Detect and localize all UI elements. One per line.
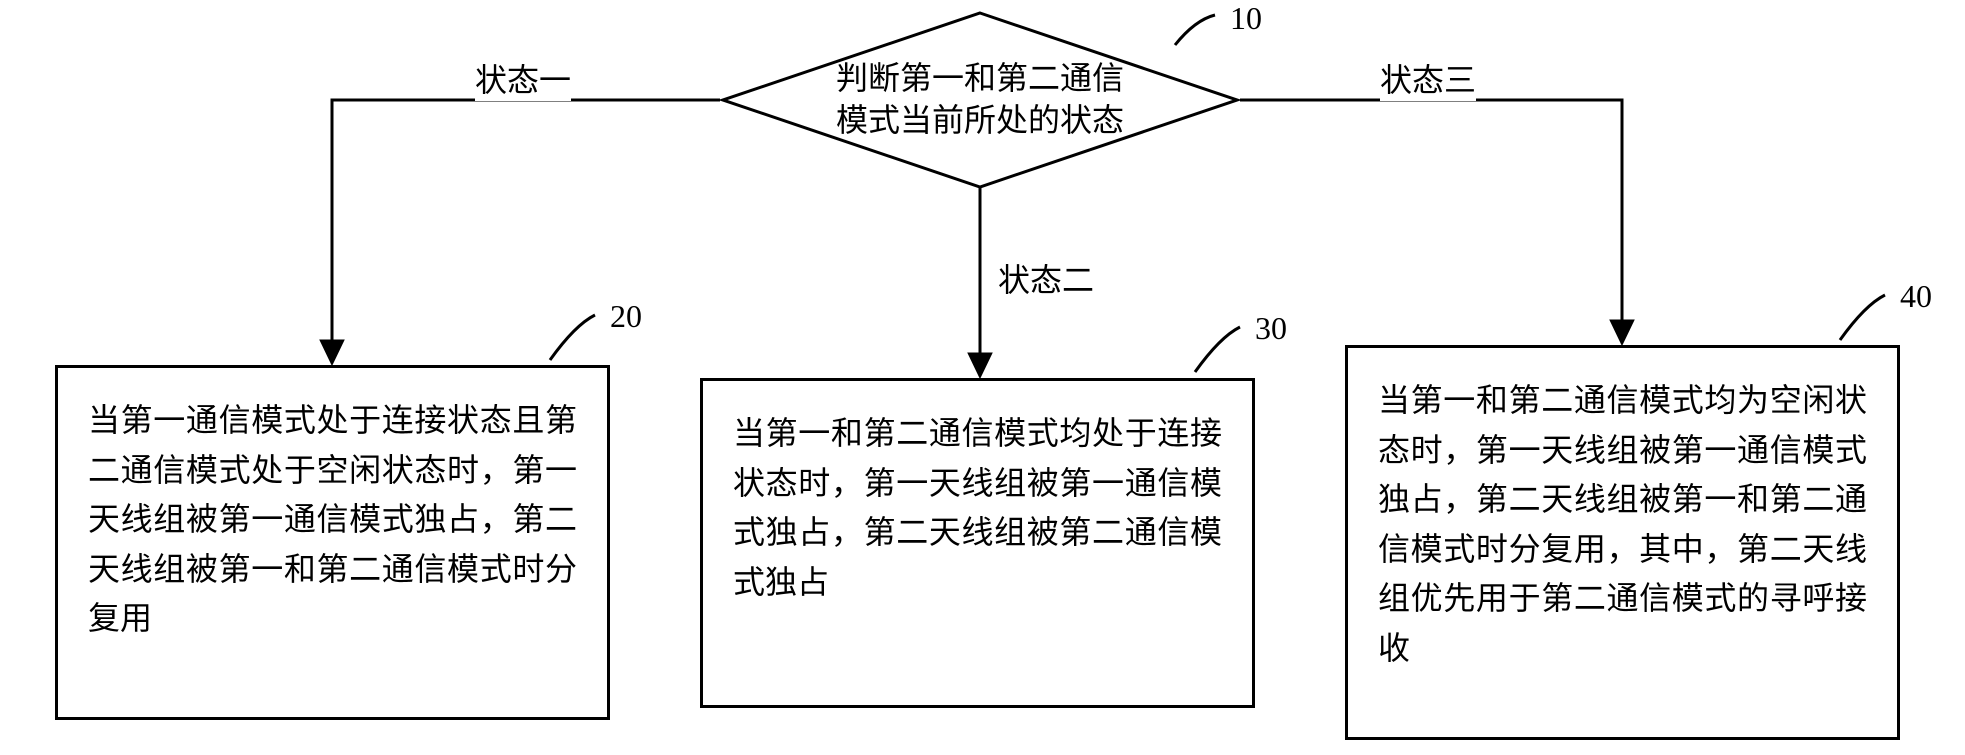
decision-node: 判断第一和第二通信模式当前所处的状态 xyxy=(720,10,1240,190)
process-box-40: 当第一和第二通信模式均为空闲状态时，第一天线组被第一通信模式独占，第二天线组被第… xyxy=(1345,345,1900,740)
ref-tick-40 xyxy=(1835,290,1895,345)
ref-tick-30 xyxy=(1190,322,1250,377)
ref-label-40: 40 xyxy=(1900,278,1932,315)
ref-label-30: 30 xyxy=(1255,310,1287,347)
box-text: 当第一和第二通信模式均为空闲状态时，第一天线组被第一通信模式独占，第二天线组被第… xyxy=(1378,376,1867,674)
ref-label-20: 20 xyxy=(610,298,642,335)
edge-label-right: 状态三 xyxy=(1380,55,1476,101)
process-box-30: 当第一和第二通信模式均处于连接状态时，第一天线组被第一通信模式独占，第二天线组被… xyxy=(700,378,1255,708)
ref-tick-10 xyxy=(1165,10,1225,60)
decision-text: 判断第一和第二通信模式当前所处的状态 xyxy=(720,10,1240,190)
edge-label-middle: 状态二 xyxy=(998,255,1094,301)
box-text: 当第一通信模式处于连接状态且第二通信模式处于空闲状态时，第一天线组被第一通信模式… xyxy=(88,396,577,644)
process-box-20: 当第一通信模式处于连接状态且第二通信模式处于空闲状态时，第一天线组被第一通信模式… xyxy=(55,365,610,720)
ref-label-10: 10 xyxy=(1230,0,1262,37)
ref-tick-20 xyxy=(545,310,605,365)
edge-label-left: 状态一 xyxy=(475,55,571,101)
box-text: 当第一和第二通信模式均处于连接状态时，第一天线组被第一通信模式独占，第二天线组被… xyxy=(733,409,1222,607)
